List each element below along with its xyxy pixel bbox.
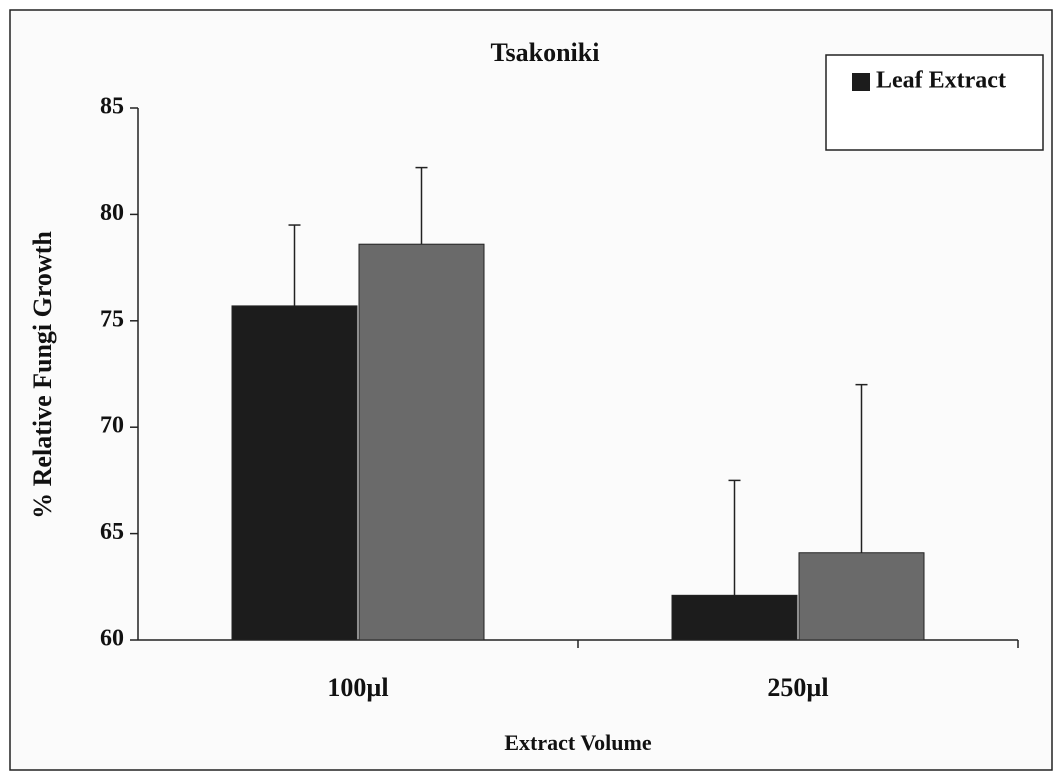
legend-label: Leaf Extract bbox=[876, 68, 1006, 94]
y-tick-label: 65 bbox=[100, 519, 124, 545]
y-axis-label: % Relative Fungi Growth bbox=[28, 231, 57, 519]
chart-title: Tsakoniki bbox=[491, 38, 600, 67]
x-axis-label: Extract Volume bbox=[504, 730, 652, 755]
bar bbox=[358, 243, 485, 641]
legend-box bbox=[825, 54, 1044, 151]
x-tick-label: 250µl bbox=[767, 673, 828, 702]
y-tick-label: 85 bbox=[100, 94, 124, 120]
x-tick-label: 100µl bbox=[327, 673, 388, 702]
y-tick-label: 60 bbox=[100, 626, 124, 652]
y-tick-label: 75 bbox=[100, 306, 124, 332]
y-tick-label: 80 bbox=[100, 200, 124, 226]
bar bbox=[798, 552, 925, 641]
bar bbox=[671, 594, 798, 641]
legend-swatch bbox=[852, 73, 870, 91]
bar bbox=[231, 305, 358, 641]
y-tick-label: 70 bbox=[100, 413, 124, 439]
